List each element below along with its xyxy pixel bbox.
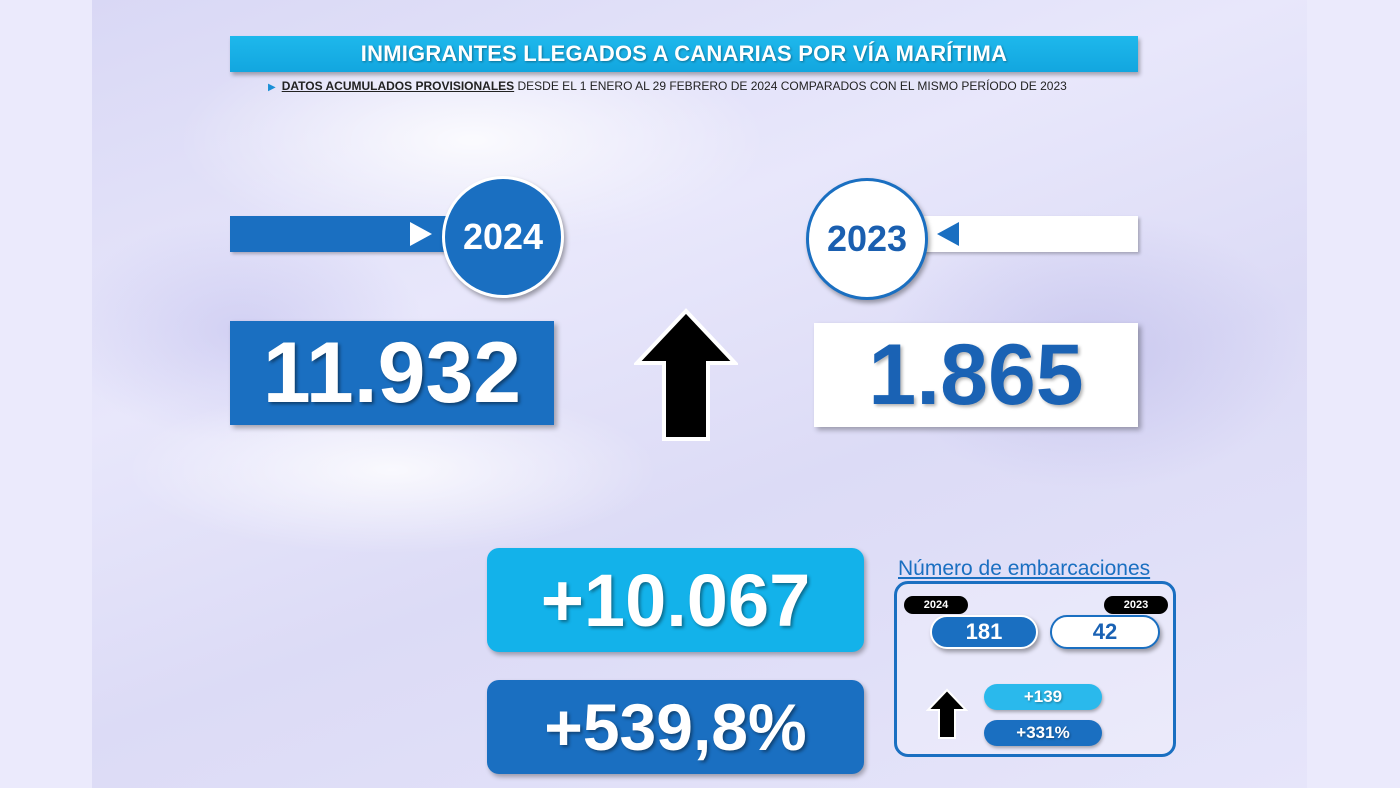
- bullet-triangle-icon: ▶: [268, 82, 276, 93]
- small-arrow-up-icon: [926, 688, 968, 739]
- total-2024-value: 11.932: [262, 324, 522, 421]
- total-2024: 11.932: [230, 321, 554, 425]
- boats-2024-value-text: 181: [965, 619, 1003, 644]
- difference-absolute-value: +10.067: [540, 558, 811, 642]
- boats-title: Número de embarcaciones: [898, 557, 1151, 580]
- boats-difference-percent: +331%: [984, 720, 1102, 746]
- year-2024-label: 2024: [462, 216, 544, 257]
- year-2024-bar: [230, 216, 470, 252]
- difference-absolute: +10.067: [487, 548, 864, 652]
- page-title: INMIGRANTES LLEGADOS A CANARIAS POR VÍA …: [230, 36, 1138, 72]
- difference-percent: +539,8%: [487, 680, 864, 774]
- subtitle-bold: DATOS ACUMULADOS PROVISIONALES: [281, 79, 515, 93]
- difference-percent-value: +539,8%: [544, 690, 807, 764]
- year-2024-badge: 2024: [442, 176, 564, 298]
- year-2023-bar: [900, 216, 1138, 252]
- boats-2023-value-text: 42: [1092, 619, 1118, 644]
- boats-year-2023-label: 2023: [1104, 596, 1168, 614]
- boats-year-2024-label: 2024: [904, 596, 968, 614]
- page-title-text: INMIGRANTES LLEGADOS A CANARIAS POR VÍA …: [360, 41, 1008, 66]
- boats-2023-value: 42: [1050, 615, 1160, 649]
- boats-difference-absolute: +139: [984, 684, 1102, 710]
- boats-difference-percent-text: +331%: [1016, 723, 1070, 742]
- total-2023-value: 1.865: [868, 326, 1084, 423]
- pointer-right-icon: [410, 222, 432, 246]
- pointer-left-icon: [937, 222, 959, 246]
- arrow-up-icon: [634, 308, 738, 441]
- page-subtitle: ▶ DATOS ACUMULADOS PROVISIONALES DESDE EL…: [268, 79, 1148, 97]
- boats-2024-value: 181: [930, 615, 1038, 649]
- boats-difference-absolute-text: +139: [1023, 687, 1063, 706]
- subtitle-rest: DESDE EL 1 ENERO AL 29 FEBRERO DE 2024 C…: [514, 79, 1067, 93]
- year-2023-badge: 2023: [806, 178, 928, 300]
- year-2023-label: 2023: [826, 218, 908, 259]
- total-2023: 1.865: [814, 323, 1138, 427]
